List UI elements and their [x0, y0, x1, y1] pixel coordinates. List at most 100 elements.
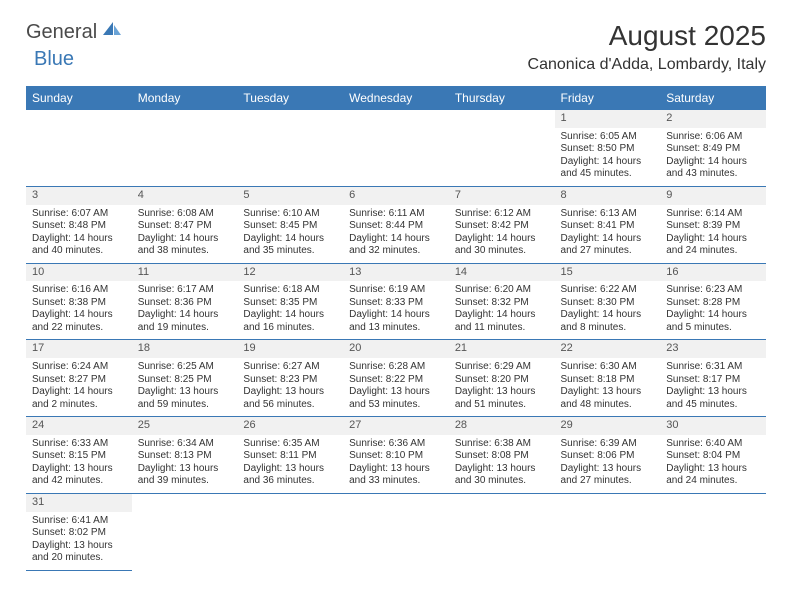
sunrise-text: Sunrise: 6:40 AM — [666, 438, 760, 451]
day-number: 26 — [237, 417, 343, 435]
daylight-text: Daylight: 13 hours and 45 minutes. — [666, 386, 760, 411]
daylight-text: Daylight: 14 hours and 22 minutes. — [32, 309, 126, 334]
day-number: 10 — [26, 264, 132, 282]
day-number: 29 — [555, 417, 661, 435]
day-number: 9 — [660, 187, 766, 205]
daylight-text: Daylight: 14 hours and 8 minutes. — [561, 309, 655, 334]
day-number: 19 — [237, 340, 343, 358]
weekday-header: Saturday — [660, 86, 766, 110]
calendar-cell: 30Sunrise: 6:40 AMSunset: 8:04 PMDayligh… — [660, 417, 766, 494]
calendar-cell: 26 Sunrise: 6:35 AMSunset: 8:11 PMDayligh… — [237, 417, 343, 494]
daylight-text: Daylight: 13 hours and 42 minutes. — [32, 463, 126, 488]
weekday-header: Friday — [555, 86, 661, 110]
calendar-row: 10Sunrise: 6:16 AMSunset: 8:38 PMDayligh… — [26, 263, 766, 340]
daylight-text: Daylight: 13 hours and 36 minutes. — [243, 463, 337, 488]
sunset-text: Sunset: 8:32 PM — [455, 297, 549, 310]
daylight-text: Daylight: 14 hours and 2 minutes. — [32, 386, 126, 411]
sunset-text: Sunset: 8:44 PM — [349, 220, 443, 233]
calendar-cell-blank — [660, 493, 766, 570]
sunrise-text: Sunrise: 6:11 AM — [349, 208, 443, 221]
calendar-cell: 9Sunrise: 6:14 AMSunset: 8:39 PMDaylight… — [660, 186, 766, 263]
logo-sail-icon — [97, 20, 123, 44]
day-number: 18 — [132, 340, 238, 358]
sunrise-text: Sunrise: 6:07 AM — [32, 208, 126, 221]
daylight-text: Daylight: 14 hours and 16 minutes. — [243, 309, 337, 334]
day-number: 1 — [555, 110, 661, 128]
calendar-cell: 7Sunrise: 6:12 AMSunset: 8:42 PMDaylight… — [449, 186, 555, 263]
sunrise-text: Sunrise: 6:30 AM — [561, 361, 655, 374]
calendar-cell-empty — [237, 110, 343, 186]
daylight-text: Daylight: 13 hours and 48 minutes. — [561, 386, 655, 411]
calendar-row: 31Sunrise: 6:41 AMSunset: 8:02 PMDayligh… — [26, 493, 766, 570]
sunset-text: Sunset: 8:36 PM — [138, 297, 232, 310]
calendar-cell: 18Sunrise: 6:25 AMSunset: 8:25 PMDayligh… — [132, 340, 238, 417]
daylight-text: Daylight: 14 hours and 30 minutes. — [455, 233, 549, 258]
calendar-cell: 20Sunrise: 6:28 AMSunset: 8:22 PMDayligh… — [343, 340, 449, 417]
daylight-text: Daylight: 13 hours and 30 minutes. — [455, 463, 549, 488]
sunset-text: Sunset: 8:22 PM — [349, 374, 443, 387]
calendar-cell: 14Sunrise: 6:20 AMSunset: 8:32 PMDayligh… — [449, 263, 555, 340]
sunrise-text: Sunrise: 6:12 AM — [455, 208, 549, 221]
sunset-text: Sunset: 8:11 PM — [243, 450, 337, 463]
weekday-header-row: Sunday Monday Tuesday Wednesday Thursday… — [26, 86, 766, 110]
calendar-cell: 22Sunrise: 6:30 AMSunset: 8:18 PMDayligh… — [555, 340, 661, 417]
sunset-text: Sunset: 8:28 PM — [666, 297, 760, 310]
calendar-cell: 1Sunrise: 6:05 AMSunset: 8:50 PMDaylight… — [555, 110, 661, 186]
sunset-text: Sunset: 8:13 PM — [138, 450, 232, 463]
sunset-text: Sunset: 8:10 PM — [349, 450, 443, 463]
calendar-cell-empty — [343, 110, 449, 186]
calendar-cell: 16Sunrise: 6:23 AMSunset: 8:28 PMDayligh… — [660, 263, 766, 340]
day-number: 14 — [449, 264, 555, 282]
daylight-text: Daylight: 13 hours and 20 minutes. — [32, 540, 126, 565]
daylight-text: Daylight: 14 hours and 19 minutes. — [138, 309, 232, 334]
daylight-text: Daylight: 14 hours and 35 minutes. — [243, 233, 337, 258]
day-number: 2 — [660, 110, 766, 128]
sunset-text: Sunset: 8:50 PM — [561, 143, 655, 156]
day-number: 23 — [660, 340, 766, 358]
sunrise-text: Sunrise: 6:35 AM — [243, 438, 337, 451]
calendar-cell-empty — [132, 110, 238, 186]
calendar-cell: 10Sunrise: 6:16 AMSunset: 8:38 PMDayligh… — [26, 263, 132, 340]
calendar-cell: 25Sunrise: 6:34 AMSunset: 8:13 PMDayligh… — [132, 417, 238, 494]
sunset-text: Sunset: 8:02 PM — [32, 527, 126, 540]
day-number: 24 — [26, 417, 132, 435]
sunset-text: Sunset: 8:06 PM — [561, 450, 655, 463]
sunrise-text: Sunrise: 6:33 AM — [32, 438, 126, 451]
calendar-cell: 19Sunrise: 6:27 AMSunset: 8:23 PMDayligh… — [237, 340, 343, 417]
calendar-cell-blank — [555, 493, 661, 570]
day-number: 12 — [237, 264, 343, 282]
calendar-cell: 29Sunrise: 6:39 AMSunset: 8:06 PMDayligh… — [555, 417, 661, 494]
day-number: 13 — [343, 264, 449, 282]
sunset-text: Sunset: 8:30 PM — [561, 297, 655, 310]
weekday-header: Tuesday — [237, 86, 343, 110]
sunrise-text: Sunrise: 6:18 AM — [243, 284, 337, 297]
calendar-cell: 4Sunrise: 6:08 AMSunset: 8:47 PMDaylight… — [132, 186, 238, 263]
sunset-text: Sunset: 8:42 PM — [455, 220, 549, 233]
sunset-text: Sunset: 8:47 PM — [138, 220, 232, 233]
sunrise-text: Sunrise: 6:25 AM — [138, 361, 232, 374]
day-number: 15 — [555, 264, 661, 282]
day-number: 3 — [26, 187, 132, 205]
sunrise-text: Sunrise: 6:23 AM — [666, 284, 760, 297]
day-number: 20 — [343, 340, 449, 358]
calendar-cell: 5Sunrise: 6:10 AMSunset: 8:45 PMDaylight… — [237, 186, 343, 263]
month-title: August 2025 — [528, 20, 766, 52]
sunset-text: Sunset: 8:04 PM — [666, 450, 760, 463]
calendar-cell: 12Sunrise: 6:18 AMSunset: 8:35 PMDayligh… — [237, 263, 343, 340]
daylight-text: Daylight: 13 hours and 59 minutes. — [138, 386, 232, 411]
sunrise-text: Sunrise: 6:16 AM — [32, 284, 126, 297]
daylight-text: Daylight: 13 hours and 56 minutes. — [243, 386, 337, 411]
calendar-cell-blank — [132, 493, 238, 570]
calendar-cell: 21Sunrise: 6:29 AMSunset: 8:20 PMDayligh… — [449, 340, 555, 417]
sunrise-text: Sunrise: 6:20 AM — [455, 284, 549, 297]
sunrise-text: Sunrise: 6:31 AM — [666, 361, 760, 374]
sunset-text: Sunset: 8:27 PM — [32, 374, 126, 387]
day-number: 17 — [26, 340, 132, 358]
daylight-text: Daylight: 13 hours and 33 minutes. — [349, 463, 443, 488]
sunrise-text: Sunrise: 6:14 AM — [666, 208, 760, 221]
daylight-text: Daylight: 13 hours and 39 minutes. — [138, 463, 232, 488]
sunrise-text: Sunrise: 6:05 AM — [561, 131, 655, 144]
sunset-text: Sunset: 8:48 PM — [32, 220, 126, 233]
sunset-text: Sunset: 8:33 PM — [349, 297, 443, 310]
sunrise-text: Sunrise: 6:22 AM — [561, 284, 655, 297]
